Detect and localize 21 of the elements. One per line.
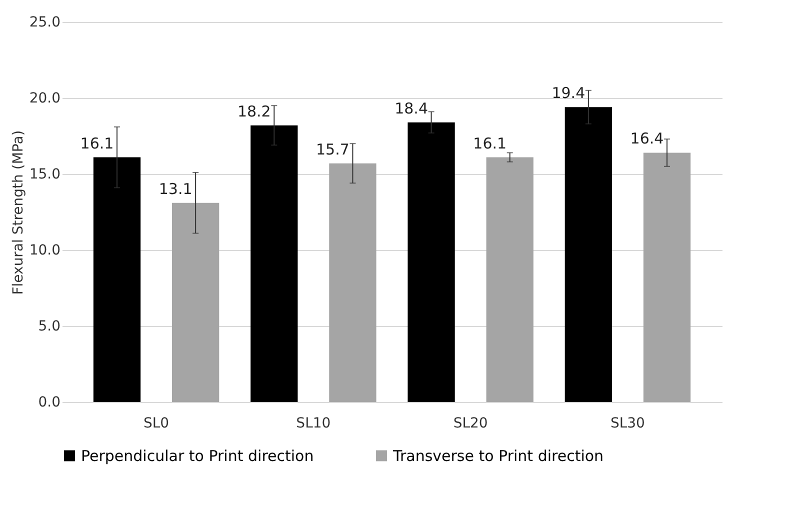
data-label: 13.1 [158,180,192,198]
y-tick-label: 15.0 [29,166,60,182]
data-label: 19.4 [552,84,586,102]
data-label: 16.1 [473,134,507,152]
data-label: 16.1 [80,134,114,152]
x-tick-label: SL20 [453,416,488,432]
data-label: 18.4 [394,99,428,118]
y-tick-label: 25.0 [29,14,60,30]
legend-label: Perpendicular to Print direction [81,446,314,465]
x-tick-label: SL10 [296,416,331,432]
y-axis-title: Flexural Strength (MPa) [10,130,26,295]
x-tick-label: SL30 [610,416,645,432]
legend-label: Transverse to Print direction [392,446,604,465]
x-tick-label: SL0 [143,416,170,432]
y-tick-label: 5.0 [38,318,60,334]
y-tick-label: 0.0 [38,394,60,410]
data-label: 18.2 [237,102,271,120]
y-tick-label: 10.0 [29,242,60,258]
y-tick-label: 20.0 [29,90,60,106]
data-label: 15.7 [316,140,350,158]
data-label: 16.4 [630,130,664,148]
